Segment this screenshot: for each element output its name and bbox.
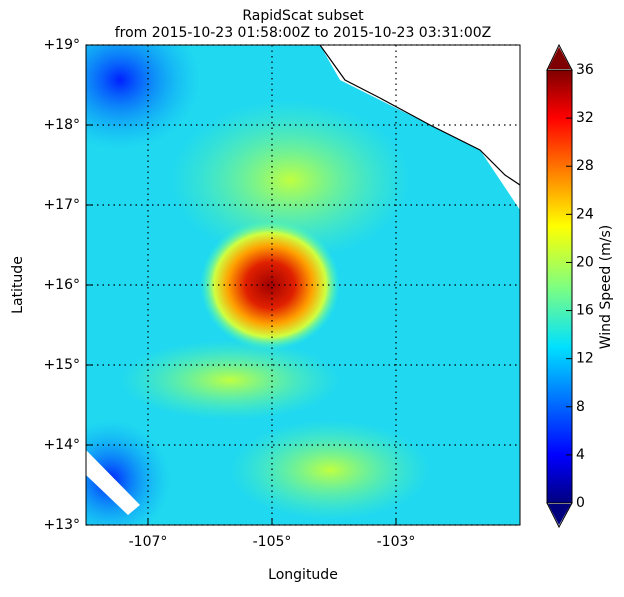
- y-tick-label: +15°: [43, 357, 80, 373]
- chart-title: RapidScat subset: [242, 8, 364, 24]
- y-tick-label: +18°: [43, 117, 80, 133]
- colorbar-tick-label: 24: [576, 206, 594, 222]
- y-tick-label: +13°: [43, 517, 80, 533]
- chart-subtitle: from 2015-10-23 01:58:00Z to 2015-10-23 …: [115, 25, 492, 41]
- wind-field: [86, 45, 520, 525]
- colorbar-tick-label: 32: [576, 110, 594, 126]
- colorbar-tick-label: 28: [576, 158, 594, 174]
- x-tick-label: -103°: [377, 534, 416, 550]
- y-tick-label: +19°: [43, 37, 80, 53]
- colorbar: [546, 69, 573, 504]
- colorbar-tick-label: 4: [576, 447, 585, 463]
- x-tick-label: -107°: [129, 534, 168, 550]
- colorbar-over: [548, 47, 571, 69]
- colorbar-tick-label: 12: [576, 351, 594, 367]
- x-axis-label: Longitude: [268, 567, 338, 583]
- colorbar-under: [548, 504, 571, 525]
- colorbar-tick-label: 16: [576, 303, 594, 319]
- colorbar-tick-label: 20: [576, 254, 594, 270]
- colorbar-tick-label: 0: [576, 495, 585, 511]
- y-axis-label: Latitude: [10, 256, 26, 314]
- y-tick-label: +16°: [43, 277, 80, 293]
- colorbar-tick-label: 8: [576, 399, 585, 415]
- colorbar-tick-label: 36: [576, 62, 594, 78]
- y-tick-label: +14°: [43, 437, 80, 453]
- colorbar-label: Wind Speed (m/s): [598, 225, 614, 350]
- y-tick-label: +17°: [43, 197, 80, 213]
- x-tick-label: -105°: [253, 534, 292, 550]
